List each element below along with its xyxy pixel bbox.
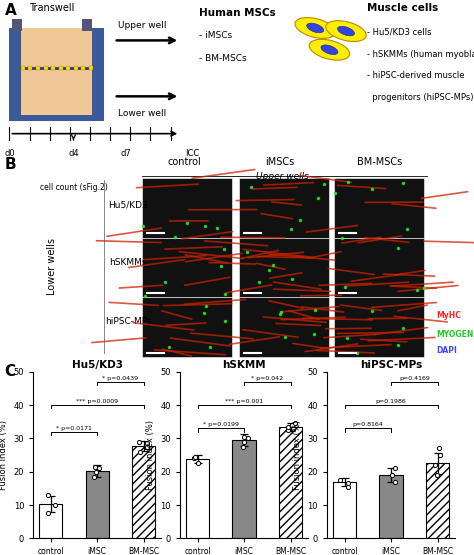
Bar [9,115,104,121]
Ellipse shape [307,23,324,33]
Text: Lower well: Lower well [118,109,166,118]
Ellipse shape [309,39,350,60]
Text: Muscle cells: Muscle cells [367,3,438,13]
Text: Upper wells: Upper wells [255,172,309,181]
Bar [142,178,232,238]
Bar [142,297,232,357]
Text: Hu5/KD3: Hu5/KD3 [108,200,148,209]
Text: p=0.8164: p=0.8164 [352,422,383,427]
Text: MYOGENIN: MYOGENIN [436,330,474,339]
Text: - hiPSC-derived muscle: - hiPSC-derived muscle [367,72,465,80]
Text: *** p=0.0009: *** p=0.0009 [76,399,118,404]
Text: d4: d4 [68,149,79,158]
Ellipse shape [295,18,336,38]
Text: C: C [5,364,16,379]
Bar [239,297,329,357]
Bar [239,238,329,297]
Y-axis label: Fusion index (%): Fusion index (%) [0,420,8,490]
Text: - hSKMMs (human myoblasts): - hSKMMs (human myoblasts) [367,50,474,59]
Text: - iMSCs: - iMSCs [199,31,232,40]
Bar [142,238,232,297]
Text: Transwell: Transwell [29,3,75,13]
Text: p=0.1986: p=0.1986 [376,399,406,404]
Ellipse shape [326,21,366,42]
Text: hSKMMs: hSKMMs [109,258,147,267]
Text: d0: d0 [4,149,15,158]
Text: - Hu5/KD3 cells: - Hu5/KD3 cells [367,28,432,37]
Ellipse shape [337,26,355,36]
Text: ICC: ICC [185,149,199,158]
Text: cell count (sFig.2): cell count (sFig.2) [40,183,107,193]
Bar [82,19,92,31]
Text: A: A [5,3,17,18]
Bar [379,475,403,538]
Text: - BM-MSCs: - BM-MSCs [199,54,246,63]
Text: * p=0.0171: * p=0.0171 [56,426,92,431]
Bar [426,463,449,538]
Text: p=0.4169: p=0.4169 [399,376,430,381]
Bar [334,238,424,297]
Y-axis label: Fusion index (%): Fusion index (%) [146,420,155,490]
Ellipse shape [321,45,338,54]
Bar [186,459,209,538]
Bar [334,297,424,357]
Bar [39,504,62,538]
Bar [239,178,329,238]
Bar [85,471,109,538]
Title: hiPSC-MPs: hiPSC-MPs [360,360,422,370]
Bar [334,178,424,238]
Bar [9,28,21,121]
Text: B: B [5,158,17,173]
Bar [279,427,302,538]
Text: d7: d7 [120,149,131,158]
Text: MyHC: MyHC [436,311,461,320]
Bar [9,28,104,121]
Text: iMSCs: iMSCs [265,158,294,168]
Text: DAPI: DAPI [436,346,457,355]
Bar [132,446,155,538]
Bar [12,19,22,31]
Text: BM-MSCs: BM-MSCs [356,158,402,168]
Text: *** p=0.001: *** p=0.001 [225,399,263,404]
Bar [232,440,256,538]
Bar [92,28,104,121]
Title: hSKMM: hSKMM [222,360,266,370]
Text: Upper well: Upper well [118,21,166,29]
Text: Lower wells: Lower wells [47,238,57,295]
Text: * p=0.0199: * p=0.0199 [203,422,239,427]
Text: hiPSC-MPs: hiPSC-MPs [105,317,151,326]
Text: progenitors (hiPSC-MPs): progenitors (hiPSC-MPs) [367,93,474,102]
Text: * p=0.042: * p=0.042 [251,376,283,381]
Bar [333,482,356,538]
Y-axis label: Fusion index (%): Fusion index (%) [293,420,302,490]
Text: control: control [168,158,202,168]
Text: * p=0.0439: * p=0.0439 [102,376,138,381]
Title: Hu5/KD3: Hu5/KD3 [72,360,123,370]
Text: Human MSCs: Human MSCs [199,8,276,18]
